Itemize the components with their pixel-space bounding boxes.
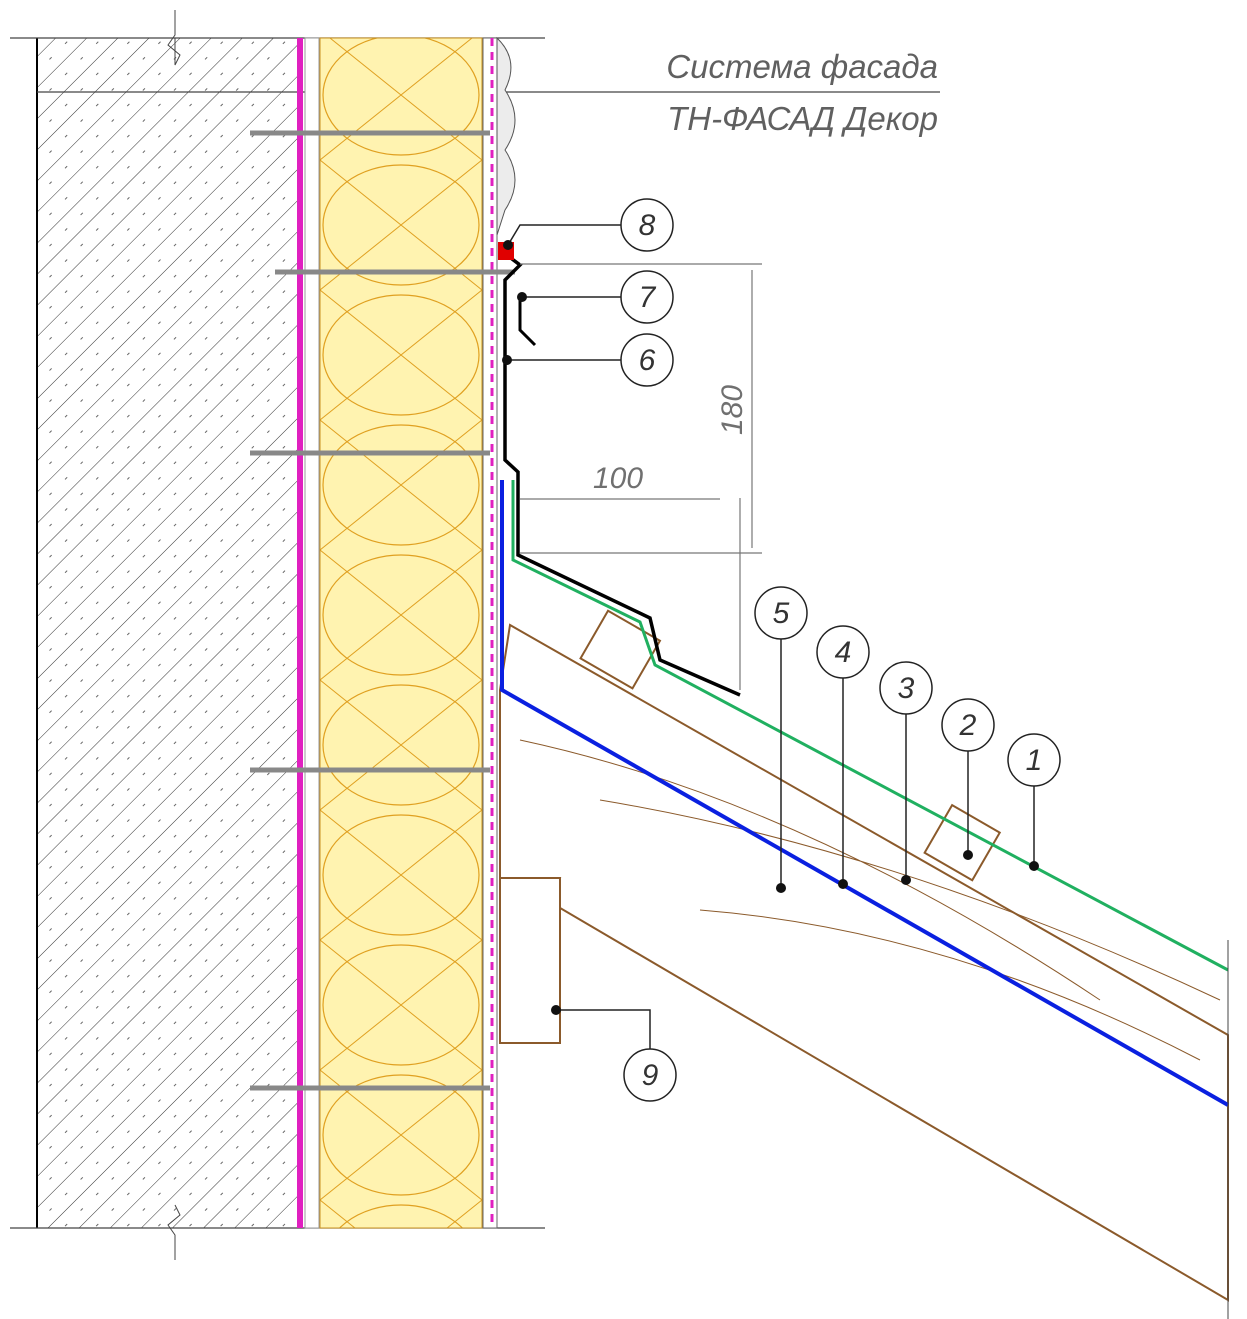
insulation bbox=[319, 37, 483, 1229]
callouts: 1 2 3 4 5 6 7 8 9 bbox=[502, 198, 1061, 1102]
callout-label: 7 bbox=[639, 281, 657, 314]
decor-finish bbox=[496, 36, 516, 236]
callout-label: 3 bbox=[898, 672, 915, 705]
callout-label: 8 bbox=[639, 209, 656, 242]
lath bbox=[304, 37, 320, 1229]
title-line: ТН-ФАСАД Декор bbox=[667, 100, 938, 137]
anchors bbox=[250, 130, 515, 1091]
dimension-label: 180 bbox=[716, 385, 749, 435]
callout-label: 6 bbox=[639, 344, 656, 377]
callout-label: 4 bbox=[835, 636, 852, 669]
callout-label: 2 bbox=[959, 709, 977, 742]
callout-label: 9 bbox=[642, 1059, 659, 1092]
batten bbox=[923, 803, 1002, 882]
roofing bbox=[511, 480, 1229, 972]
plaster-layer bbox=[482, 37, 498, 1229]
dimension-lines bbox=[520, 263, 762, 690]
drip bbox=[518, 295, 537, 347]
callout-label: 1 bbox=[1026, 744, 1043, 777]
underlayment bbox=[500, 480, 1229, 1107]
roof bbox=[498, 242, 1229, 1319]
adhesive-layer bbox=[297, 38, 303, 1228]
batten bbox=[579, 609, 662, 690]
callout-label: 5 bbox=[773, 597, 790, 630]
dimension-label: 100 bbox=[593, 462, 643, 495]
masonry-wall bbox=[10, 10, 940, 1260]
flashing bbox=[498, 248, 741, 697]
title-line: Система фасада bbox=[666, 48, 938, 85]
wall-plate bbox=[499, 877, 561, 1044]
